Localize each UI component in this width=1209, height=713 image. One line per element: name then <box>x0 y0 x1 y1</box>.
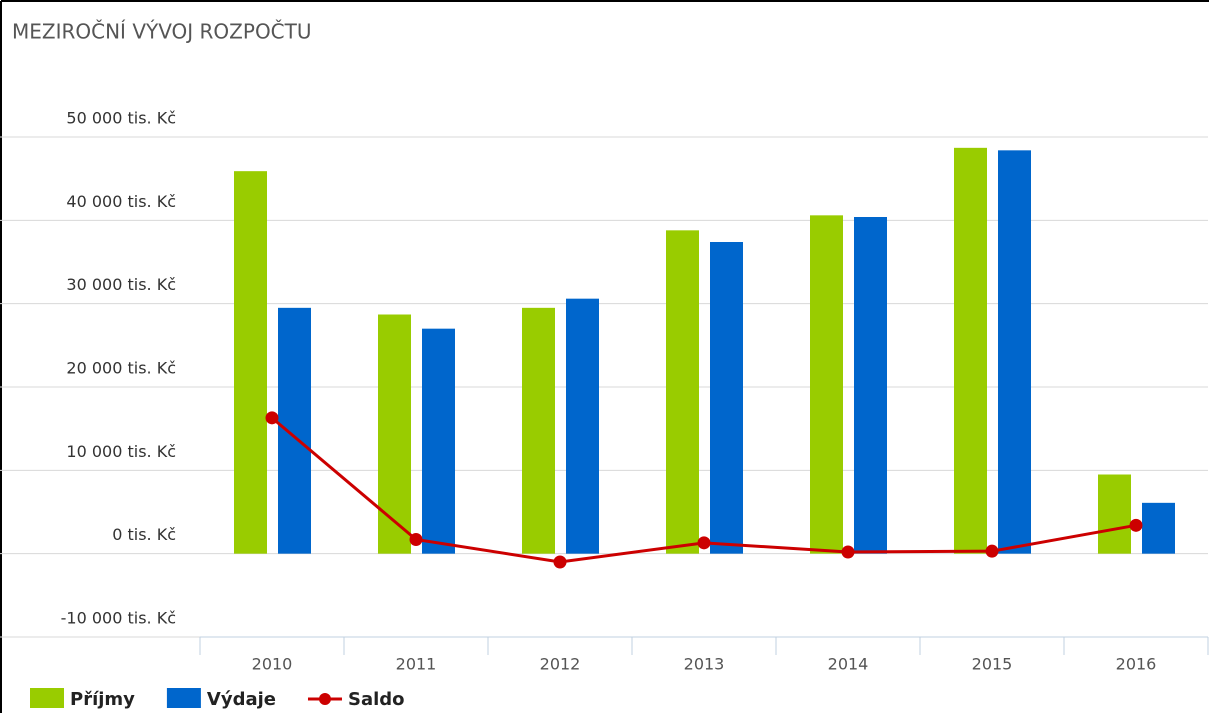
marker <box>265 411 279 425</box>
y-tick-label: 30 000 tis. Kč <box>66 275 176 294</box>
x-tick-label: 2015 <box>972 655 1013 674</box>
bar <box>378 314 411 554</box>
legend-label: Saldo <box>348 689 405 710</box>
bar <box>522 307 555 554</box>
bar <box>566 298 599 554</box>
legend-swatch <box>30 688 64 708</box>
marker <box>985 544 999 558</box>
bar <box>1142 502 1175 554</box>
x-tick-label: 2012 <box>540 655 581 674</box>
bar <box>854 217 887 554</box>
bar <box>998 150 1031 554</box>
bar <box>954 147 987 554</box>
x-tick-label: 2011 <box>396 655 437 674</box>
bar <box>710 242 743 554</box>
bar <box>810 215 843 554</box>
y-tick-label: 0 tis. Kč <box>112 525 176 544</box>
legend-label: Příjmy <box>70 689 135 710</box>
marker <box>841 545 855 559</box>
bar <box>1098 474 1131 554</box>
x-tick-label: 2010 <box>252 655 293 674</box>
bar <box>666 230 699 554</box>
marker <box>553 555 567 569</box>
marker <box>1129 518 1143 532</box>
bar <box>278 307 311 554</box>
chart-title: MEZIROČNÍ VÝVOJ ROZPOČTU <box>12 20 312 44</box>
legend-marker <box>318 693 331 705</box>
y-tick-label: 10 000 tis. Kč <box>66 442 176 461</box>
legend-swatch <box>166 688 201 708</box>
y-tick-label: 40 000 tis. Kč <box>66 192 176 211</box>
bar <box>234 171 267 554</box>
x-tick-label: 2013 <box>684 655 725 674</box>
marker <box>409 533 423 546</box>
marker <box>697 536 711 550</box>
x-tick-label: 2016 <box>1116 655 1157 674</box>
x-tick-label: 2014 <box>828 655 869 674</box>
y-tick-label: 20 000 tis. Kč <box>66 359 176 378</box>
bar <box>422 328 455 554</box>
y-tick-label: 50 000 tis. Kč <box>66 109 176 128</box>
y-tick-label: -10 000 tis. Kč <box>61 609 176 628</box>
legend-label: Výdaje <box>207 689 276 710</box>
